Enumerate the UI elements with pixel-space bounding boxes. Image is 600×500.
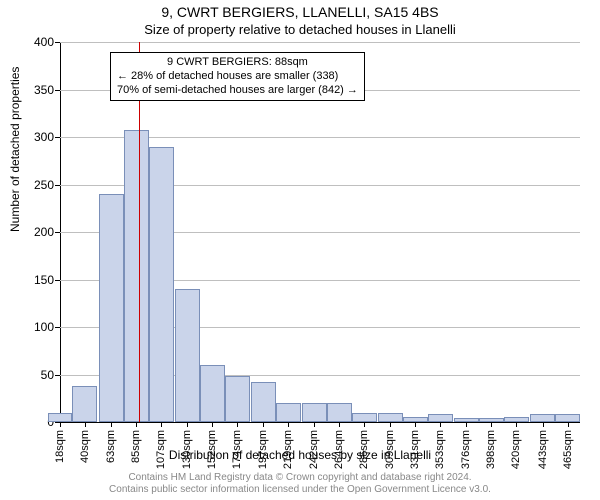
annotation-box: 9 CWRT BERGIERS: 88sqm ← 28% of detached… <box>110 52 365 101</box>
histogram-bar <box>149 147 174 423</box>
x-tick-mark <box>136 422 137 427</box>
gridline <box>60 42 580 43</box>
histogram-bar <box>276 403 301 422</box>
annotation-line1: 9 CWRT BERGIERS: 88sqm <box>117 56 358 70</box>
annotation-line3: 70% of semi-detached houses are larger (… <box>117 84 358 98</box>
y-tick-label: 200 <box>14 225 54 239</box>
x-tick-mark <box>491 422 492 427</box>
x-axis-title: Distribution of detached houses by size … <box>0 448 600 462</box>
x-tick-mark <box>516 422 517 427</box>
x-tick-mark <box>161 422 162 427</box>
y-tick-mark <box>55 137 60 138</box>
footer-attribution: Contains HM Land Registry data © Crown c… <box>0 472 600 496</box>
y-tick-mark <box>55 185 60 186</box>
y-tick-mark <box>55 375 60 376</box>
y-tick-label: 300 <box>14 130 54 144</box>
y-tick-label: 50 <box>14 368 54 382</box>
histogram-bar <box>327 403 352 422</box>
chart-area: 05010015020025030035040018sqm40sqm63sqm8… <box>60 42 580 422</box>
histogram-bar <box>200 365 225 422</box>
histogram-bar <box>302 403 327 422</box>
title-subtitle: Size of property relative to detached ho… <box>0 22 600 37</box>
y-tick-label: 100 <box>14 320 54 334</box>
y-tick-mark <box>55 42 60 43</box>
x-tick-mark <box>314 422 315 427</box>
x-tick-mark <box>212 422 213 427</box>
x-tick-mark <box>263 422 264 427</box>
histogram-bar <box>124 130 149 422</box>
histogram-bar <box>251 382 276 422</box>
histogram-bar <box>48 413 73 423</box>
x-tick-mark <box>543 422 544 427</box>
y-tick-label: 150 <box>14 273 54 287</box>
x-tick-mark <box>187 422 188 427</box>
y-tick-label: 400 <box>14 35 54 49</box>
x-tick-mark <box>390 422 391 427</box>
histogram-bar <box>175 289 200 422</box>
x-tick-mark <box>288 422 289 427</box>
histogram-bar <box>99 194 124 422</box>
histogram-bar <box>555 414 580 422</box>
x-tick-mark <box>237 422 238 427</box>
x-tick-mark <box>111 422 112 427</box>
histogram-bar <box>352 413 377 423</box>
histogram-bar <box>225 376 250 422</box>
histogram-bar <box>428 414 453 422</box>
histogram-bar <box>378 413 403 423</box>
x-tick-mark <box>415 422 416 427</box>
histogram-bar <box>530 414 555 422</box>
y-tick-mark <box>55 90 60 91</box>
title-address: 9, CWRT BERGIERS, LLANELLI, SA15 4BS <box>0 4 600 20</box>
annotation-line2: ← 28% of detached houses are smaller (33… <box>117 70 358 84</box>
footer-line2: Contains public sector information licen… <box>0 484 600 496</box>
x-tick-mark <box>339 422 340 427</box>
x-tick-mark <box>466 422 467 427</box>
x-tick-mark <box>364 422 365 427</box>
x-tick-mark <box>60 422 61 427</box>
y-tick-mark <box>55 232 60 233</box>
x-tick-mark <box>440 422 441 427</box>
y-tick-mark <box>55 280 60 281</box>
y-tick-mark <box>55 327 60 328</box>
histogram-bar <box>72 386 97 422</box>
x-axis-line <box>60 422 580 423</box>
footer-line1: Contains HM Land Registry data © Crown c… <box>0 472 600 484</box>
x-tick-mark <box>85 422 86 427</box>
y-tick-label: 250 <box>14 178 54 192</box>
y-tick-label: 350 <box>14 83 54 97</box>
x-tick-mark <box>568 422 569 427</box>
